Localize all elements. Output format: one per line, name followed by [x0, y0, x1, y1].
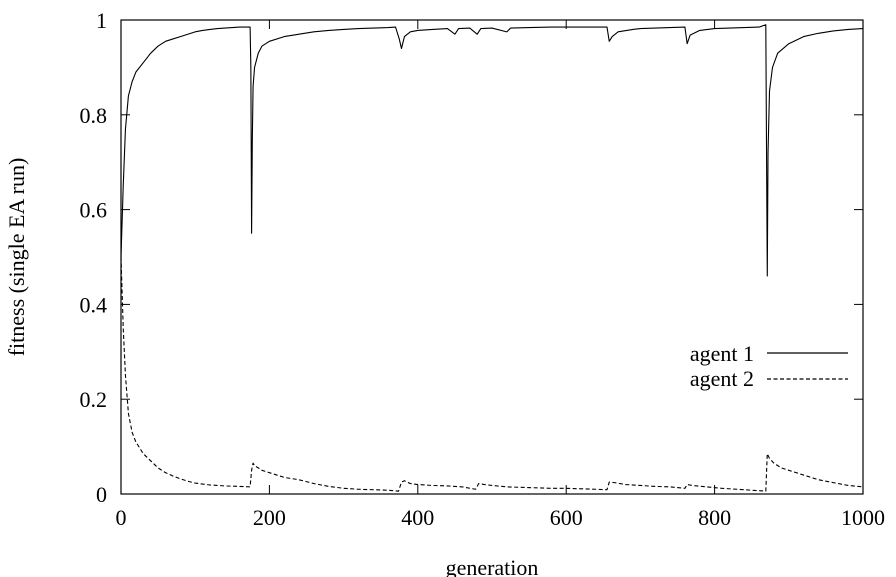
x-tick-label: 600 [550, 505, 583, 530]
x-tick-label: 0 [116, 505, 127, 530]
series-line-agent-2 [120, 256, 864, 492]
legend: agent 1 agent 2 [690, 341, 848, 391]
plot-frame [120, 19, 864, 495]
y-tick-label: 0 [96, 482, 107, 507]
x-tick-label: 200 [253, 505, 286, 530]
legend-label-agent-2: agent 2 [690, 366, 754, 391]
legend-label-agent-1: agent 1 [690, 341, 754, 366]
x-axis-ticks: 0 200 400 600 800 1000 [116, 20, 885, 530]
y-tick-label: 0.6 [80, 198, 108, 223]
y-tick-label: 1 [96, 8, 107, 33]
x-tick-label: 1000 [841, 505, 885, 530]
series-layer [120, 24, 864, 492]
y-axis-ticks: 0 0.2 0.4 0.6 0.8 1 [80, 8, 863, 507]
series-line-agent-1 [120, 24, 864, 277]
y-tick-label: 0.4 [80, 292, 108, 317]
x-tick-label: 800 [698, 505, 731, 530]
x-tick-label: 400 [401, 505, 434, 530]
y-tick-label: 0.8 [80, 103, 108, 128]
x-axis-label: generation [446, 555, 539, 577]
y-axis-label: fitness (single EA run) [4, 158, 29, 357]
y-tick-label: 0.2 [80, 387, 108, 412]
